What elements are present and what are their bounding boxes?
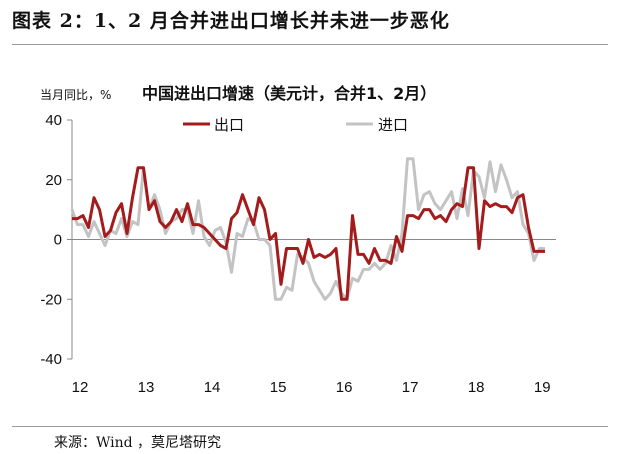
series-layer bbox=[70, 157, 545, 301]
x-tick-label: 19 bbox=[534, 379, 551, 396]
source-divider bbox=[12, 426, 608, 427]
y-tick-label: 20 bbox=[45, 172, 62, 189]
x-tick-label: 17 bbox=[402, 379, 419, 396]
y-tick-label: 40 bbox=[45, 112, 62, 129]
chart-axes: 40 20 0 -20 -40 12 13 14 15 16 17 18 19 bbox=[40, 112, 556, 396]
x-tick-label: 15 bbox=[270, 379, 287, 396]
y-axis-unit-label: 当月同比，% bbox=[40, 88, 112, 102]
y-tick-label: -40 bbox=[40, 351, 62, 368]
x-tick-label: 16 bbox=[336, 379, 353, 396]
x-tick-label: 13 bbox=[138, 379, 155, 396]
chart-title: 中国进出口增速（美元计，合并1、2月） bbox=[142, 84, 437, 103]
y-tick-label: 0 bbox=[54, 232, 62, 249]
legend-label-export: 出口 bbox=[214, 116, 244, 134]
x-tick-label: 12 bbox=[72, 379, 89, 396]
source-note: 来源：Wind ，莫尼塔研究 bbox=[54, 435, 222, 451]
title-divider bbox=[12, 44, 608, 45]
series-line-export bbox=[72, 166, 545, 301]
legend-label-import: 进口 bbox=[378, 116, 408, 134]
x-tick-label: 18 bbox=[468, 379, 485, 396]
y-tick-label: -20 bbox=[40, 291, 62, 308]
figure-title: 图表 2：1、2 月合并进出口增长并未进一步恶化 bbox=[12, 10, 450, 32]
chart-legend: 出口 进口 bbox=[183, 116, 408, 134]
x-tick-label: 14 bbox=[204, 379, 221, 396]
